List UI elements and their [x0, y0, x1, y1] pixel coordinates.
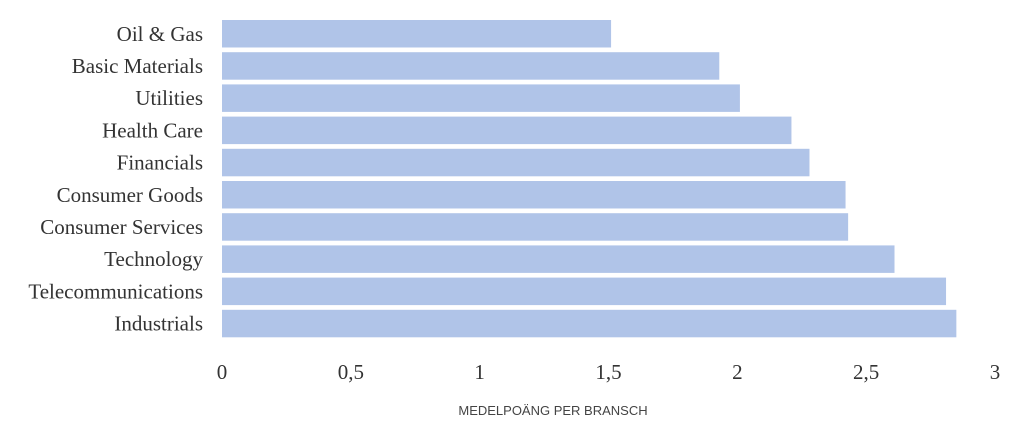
x-tick-labels: 0 0,5 1 1,5 2 2,5 3	[217, 360, 1001, 384]
x-tick-label: 0,5	[338, 360, 364, 384]
bar-industrials	[222, 309, 957, 338]
bar-basic-materials	[222, 52, 720, 80]
bar-technology	[222, 245, 895, 273]
x-tick-label: 2	[732, 360, 743, 384]
bar-consumer-goods	[222, 181, 846, 209]
category-labels: Oil & Gas Basic Materials Utilities Health …	[28, 22, 203, 336]
bar-financials	[222, 148, 810, 177]
x-tick-label: 0	[217, 360, 228, 384]
category-label: Telecommunications	[28, 279, 203, 303]
x-tick-label: 1,5	[595, 360, 621, 384]
bars-group	[222, 20, 957, 338]
category-label: Consumer Goods	[57, 183, 203, 207]
category-label: Health Care	[102, 118, 203, 142]
bar-telecommunications	[222, 277, 947, 306]
x-tick-label: 1	[474, 360, 485, 384]
x-tick-label: 2,5	[853, 360, 879, 384]
category-label: Consumer Services	[40, 215, 203, 239]
category-label: Utilities	[135, 86, 203, 110]
category-label: Basic Materials	[72, 54, 203, 78]
category-label: Financials	[117, 151, 203, 175]
bar-health-care	[222, 116, 792, 145]
bar-utilities	[222, 84, 740, 112]
category-label: Technology	[104, 247, 203, 271]
category-label: Industrials	[114, 312, 203, 336]
bar-consumer-services	[222, 213, 849, 241]
x-tick-label: 3	[990, 360, 1001, 384]
category-label: Oil & Gas	[117, 22, 203, 46]
bar-oil-gas	[222, 20, 612, 48]
x-axis-title: MEDELPOÄNG PER BRANSCH	[458, 403, 647, 418]
